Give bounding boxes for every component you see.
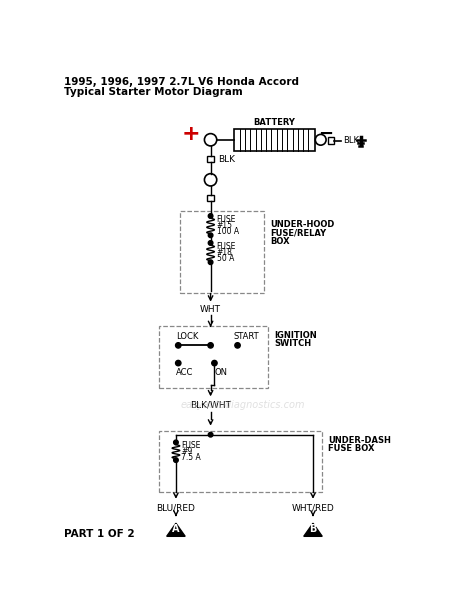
Circle shape bbox=[212, 360, 217, 366]
Circle shape bbox=[208, 432, 213, 437]
Text: IGNITION: IGNITION bbox=[274, 331, 317, 340]
Text: UNDER-HOOD: UNDER-HOOD bbox=[271, 220, 335, 229]
Bar bbox=[207, 195, 214, 202]
Text: BLK: BLK bbox=[343, 136, 359, 145]
Polygon shape bbox=[167, 524, 185, 536]
Text: 100 A: 100 A bbox=[217, 227, 239, 236]
Circle shape bbox=[208, 241, 213, 245]
Circle shape bbox=[208, 214, 213, 218]
Text: FUSE: FUSE bbox=[217, 242, 236, 251]
Text: #18: #18 bbox=[217, 248, 233, 257]
Circle shape bbox=[173, 440, 178, 444]
Circle shape bbox=[175, 343, 181, 348]
Text: 7.5 A: 7.5 A bbox=[182, 453, 201, 462]
Text: A: A bbox=[172, 524, 180, 534]
Text: UNDER-DASH: UNDER-DASH bbox=[328, 436, 391, 444]
Text: SWITCH: SWITCH bbox=[274, 340, 311, 348]
Bar bbox=[234, 129, 315, 151]
Circle shape bbox=[208, 233, 213, 238]
Polygon shape bbox=[304, 524, 322, 536]
Text: −: − bbox=[318, 124, 333, 143]
Text: #15: #15 bbox=[217, 221, 233, 230]
Text: PART 1 OF 2: PART 1 OF 2 bbox=[64, 529, 135, 539]
Circle shape bbox=[175, 360, 181, 366]
Text: #9: #9 bbox=[182, 447, 192, 456]
Circle shape bbox=[208, 343, 213, 348]
Bar bbox=[328, 137, 334, 143]
Text: FUSE BOX: FUSE BOX bbox=[328, 444, 375, 453]
Text: WHT/RED: WHT/RED bbox=[292, 503, 334, 512]
Text: FUSE: FUSE bbox=[217, 215, 236, 224]
Text: FUSE: FUSE bbox=[182, 441, 201, 450]
Circle shape bbox=[235, 343, 240, 348]
Text: ACC: ACC bbox=[176, 368, 193, 377]
Text: +: + bbox=[182, 124, 201, 143]
Text: easyautodiagnostics.com: easyautodiagnostics.com bbox=[181, 400, 305, 409]
Text: BLK/WHT: BLK/WHT bbox=[190, 401, 231, 410]
Text: BLK: BLK bbox=[219, 155, 235, 164]
Text: 50 A: 50 A bbox=[217, 254, 234, 263]
Text: WHT: WHT bbox=[200, 305, 221, 314]
Text: FUSE/RELAY: FUSE/RELAY bbox=[271, 229, 327, 237]
Circle shape bbox=[208, 260, 213, 265]
Text: START: START bbox=[234, 332, 259, 341]
Text: 1995, 1996, 1997 2.7L V6 Honda Accord: 1995, 1996, 1997 2.7L V6 Honda Accord bbox=[64, 77, 299, 88]
Bar bbox=[207, 156, 214, 162]
Bar bbox=[180, 211, 264, 293]
Bar bbox=[159, 326, 268, 387]
Circle shape bbox=[173, 458, 178, 462]
Text: Typical Starter Motor Diagram: Typical Starter Motor Diagram bbox=[64, 88, 243, 97]
Text: BOX: BOX bbox=[271, 237, 290, 246]
Text: BLU/RED: BLU/RED bbox=[156, 503, 195, 512]
Text: LOCK: LOCK bbox=[176, 332, 198, 341]
Text: BATTERY: BATTERY bbox=[253, 118, 295, 126]
Text: ON: ON bbox=[214, 368, 228, 377]
Text: B: B bbox=[310, 524, 317, 534]
Bar bbox=[159, 431, 322, 492]
